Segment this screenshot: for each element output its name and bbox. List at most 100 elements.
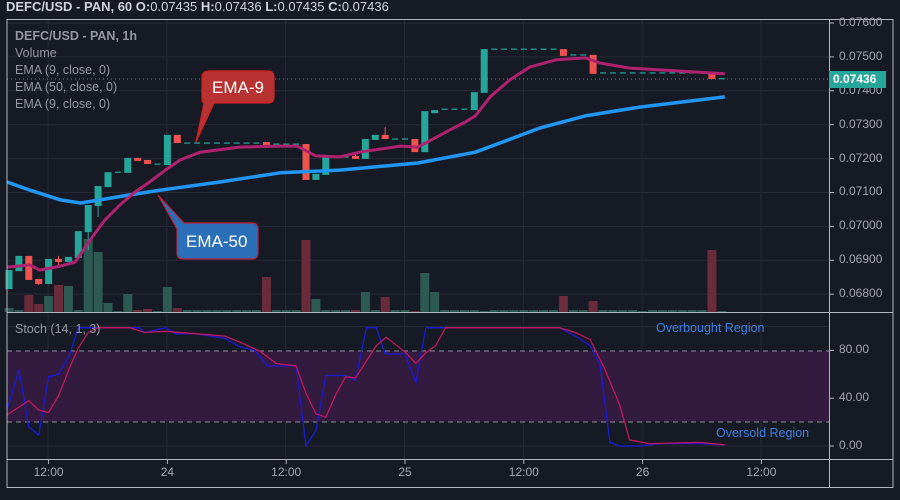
legend-title: DEFC/USD - PAN, 1h — [15, 29, 137, 43]
candle-body — [431, 110, 439, 114]
stoch-tick-label: 0.00 — [839, 438, 863, 452]
volume-bar — [73, 310, 83, 312]
volume-bar — [469, 310, 479, 312]
volume-bar — [529, 310, 539, 312]
candle — [25, 255, 33, 280]
candle-body — [361, 138, 369, 159]
candle — [381, 127, 389, 139]
candle-body — [600, 72, 606, 74]
candle — [74, 231, 82, 258]
candle — [293, 143, 300, 145]
candle-body — [322, 156, 330, 175]
candle — [15, 255, 23, 272]
candle — [501, 48, 507, 50]
volume-bar — [24, 295, 34, 312]
candle-body — [223, 142, 230, 144]
candle — [639, 72, 646, 74]
legend-volume[interactable]: Volume — [15, 46, 57, 60]
price-tick-label: 0.06800 — [839, 286, 883, 301]
candle — [451, 108, 458, 110]
candle — [480, 49, 488, 93]
symbol-title: DEFC/USD - PAN, 60 — [6, 0, 133, 14]
volume-bar — [509, 310, 519, 312]
candle-body — [352, 155, 359, 159]
ema50-callout: EMA-50 — [157, 194, 259, 260]
volume-bar — [657, 310, 667, 312]
candle-body — [114, 171, 121, 173]
candle-body — [312, 173, 320, 180]
volume-bar — [430, 292, 440, 312]
volume-bar — [63, 286, 73, 312]
volume-bar — [14, 310, 24, 312]
candle-body — [35, 278, 43, 285]
candle — [421, 111, 429, 153]
volume-bar — [608, 310, 618, 312]
candle-body — [570, 54, 577, 56]
volume-bar — [261, 277, 271, 312]
volume-bar — [667, 310, 677, 312]
stoch-tick-label: 80.00 — [839, 342, 870, 357]
candle — [273, 143, 280, 145]
volume-bar — [212, 310, 222, 312]
volume-bar — [301, 240, 311, 312]
price-tick-label: 0.07000 — [839, 218, 883, 233]
legend-ema-9[interactable]: EMA (9, close, 0) — [15, 63, 111, 77]
candle — [708, 72, 716, 79]
volume-bar — [222, 310, 232, 312]
volume-bar — [44, 296, 54, 312]
volume-bar — [628, 310, 638, 312]
volume-bar — [113, 311, 123, 312]
candle-body — [15, 255, 23, 272]
stoch-band — [7, 351, 829, 422]
candle-body — [55, 258, 62, 262]
candle — [530, 48, 537, 50]
legend-ema-50[interactable]: EMA (50, close, 0) — [15, 80, 118, 94]
ema9-callout-label: EMA-9 — [212, 78, 264, 97]
candle-body — [470, 92, 478, 111]
volume-bar — [351, 310, 360, 312]
low-value: 0.07435 — [277, 0, 325, 14]
candle-body — [25, 255, 33, 280]
price-tick-label: 0.07600 — [839, 15, 883, 29]
stoch-tick-label: 40.00 — [839, 390, 870, 405]
candle — [163, 134, 171, 166]
symbol-header: DEFC/USD - PAN, 60 O:0.07435 H:0.07436 L… — [6, 0, 389, 14]
candle — [520, 48, 527, 50]
time-tick-label: 25 — [398, 465, 412, 479]
volume-bar — [281, 310, 291, 312]
volume-bar — [648, 310, 657, 312]
time-tick-label: 26 — [635, 465, 650, 479]
candle — [540, 48, 547, 50]
candle — [441, 108, 448, 110]
candle-body — [550, 48, 557, 50]
candle — [204, 142, 210, 144]
candle — [35, 278, 43, 286]
volume-bar — [450, 310, 459, 312]
volume-bar — [410, 311, 420, 312]
candle — [114, 171, 121, 173]
candle-body — [194, 142, 201, 144]
candle — [431, 110, 439, 114]
candle — [679, 72, 686, 74]
volume-bar — [83, 239, 93, 312]
candle-body — [381, 134, 389, 139]
candle-body — [104, 172, 112, 188]
candle-body — [262, 141, 270, 146]
legend-ema-9-second[interactable]: EMA (9, close, 0) — [15, 97, 111, 111]
candle-body — [84, 205, 92, 233]
stoch-k-line — [6, 327, 725, 448]
candle — [233, 142, 240, 144]
candle-body — [451, 108, 458, 110]
candle — [649, 72, 656, 74]
candle-body — [253, 142, 260, 144]
candle-body — [74, 231, 82, 258]
legend-stoch[interactable]: Stoch (14, 1, 3) — [15, 322, 101, 336]
candle-body — [540, 48, 547, 50]
candle — [580, 54, 587, 56]
price-tick-label: 0.07300 — [839, 116, 883, 131]
volume-bar — [143, 309, 153, 312]
volume-bar — [172, 308, 182, 312]
volume-bar — [717, 311, 727, 312]
candle-body — [204, 142, 210, 144]
